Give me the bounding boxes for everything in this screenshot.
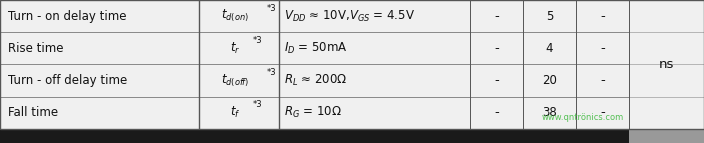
Text: 38: 38	[542, 106, 557, 119]
Bar	[0, 0, 629, 129]
Text: $R_L$ ≈ 200Ω: $R_L$ ≈ 200Ω	[284, 73, 348, 88]
Text: -: -	[600, 10, 605, 23]
Text: -: -	[494, 42, 499, 55]
Text: -: -	[600, 74, 605, 87]
Text: *3: *3	[267, 4, 277, 13]
Text: -: -	[494, 74, 499, 87]
Text: ns: ns	[659, 58, 674, 71]
Text: $I_D$ = 50mA: $I_D$ = 50mA	[284, 41, 348, 56]
Text: $t_{d(off)}$: $t_{d(off)}$	[221, 72, 249, 89]
Text: *3: *3	[253, 36, 263, 45]
Text: www.qntrönics.com: www.qntrönics.com	[542, 113, 624, 122]
Text: $t_r$: $t_r$	[230, 41, 240, 56]
Text: $t_{d(on)}$: $t_{d(on)}$	[221, 8, 249, 24]
Text: Fall time: Fall time	[8, 106, 58, 119]
Text: *3: *3	[253, 100, 263, 109]
Text: -: -	[494, 106, 499, 119]
Text: *3: *3	[267, 68, 277, 77]
Text: 4: 4	[546, 42, 553, 55]
Bar	[0, 129, 629, 143]
Text: -: -	[600, 42, 605, 55]
Text: $t_f$: $t_f$	[230, 105, 240, 120]
Text: Turn - off delay time: Turn - off delay time	[8, 74, 127, 87]
Text: Rise time: Rise time	[8, 42, 64, 55]
Bar	[629, 0, 704, 129]
Text: 5: 5	[546, 10, 553, 23]
Text: $V_{DD}$ ≈ 10V,$V_{GS}$ = 4.5V: $V_{DD}$ ≈ 10V,$V_{GS}$ = 4.5V	[284, 9, 415, 24]
Text: Turn - on delay time: Turn - on delay time	[8, 10, 127, 23]
Text: $R_G$ = 10Ω: $R_G$ = 10Ω	[284, 105, 342, 120]
Text: 20: 20	[542, 74, 557, 87]
Text: -: -	[494, 10, 499, 23]
Text: -: -	[600, 106, 605, 119]
Bar	[629, 129, 704, 143]
